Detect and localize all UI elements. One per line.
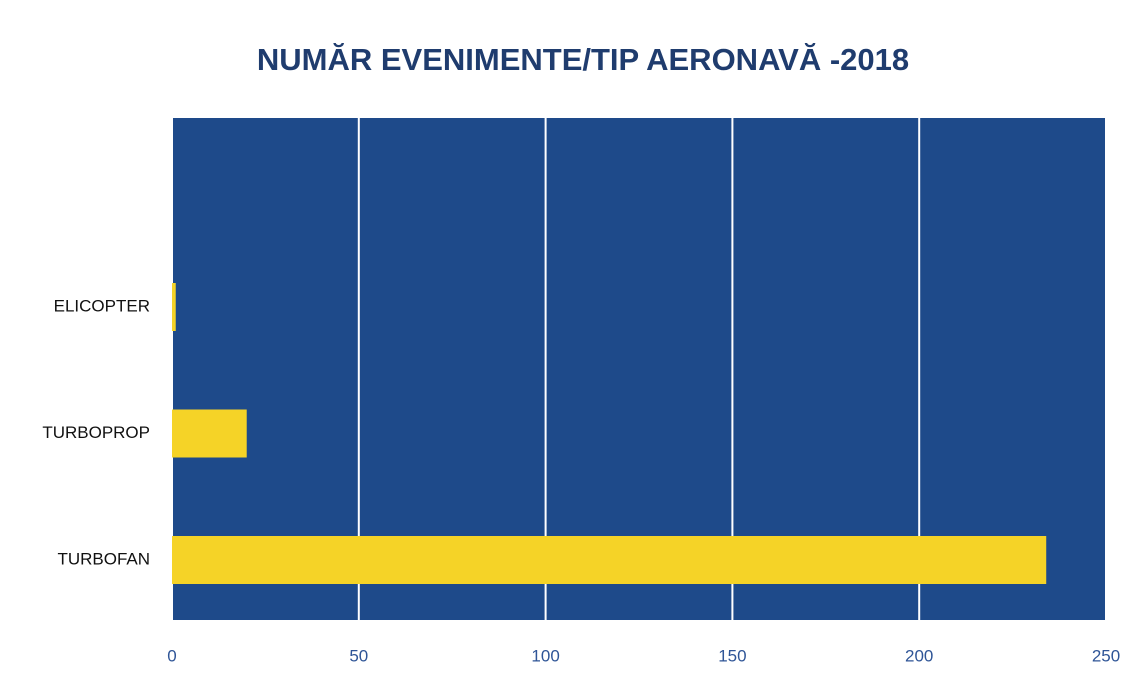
x-tick-label: 250 (1092, 646, 1120, 665)
x-tick-label: 150 (718, 646, 746, 665)
y-tick-label: ELICOPTER (54, 296, 150, 315)
x-tick-label: 0 (167, 646, 176, 665)
x-tick-label: 100 (531, 646, 559, 665)
x-tick-label: 200 (905, 646, 933, 665)
bar (172, 283, 176, 331)
y-tick-label: TURBOFAN (57, 549, 150, 568)
chart-title: NUMĂR EVENIMENTE/TIP AERONAVĂ -2018 (257, 42, 909, 77)
y-tick-label: TURBOPROP (42, 423, 150, 442)
x-tick-label: 50 (349, 646, 368, 665)
bar (172, 409, 247, 458)
bar (172, 536, 1047, 584)
